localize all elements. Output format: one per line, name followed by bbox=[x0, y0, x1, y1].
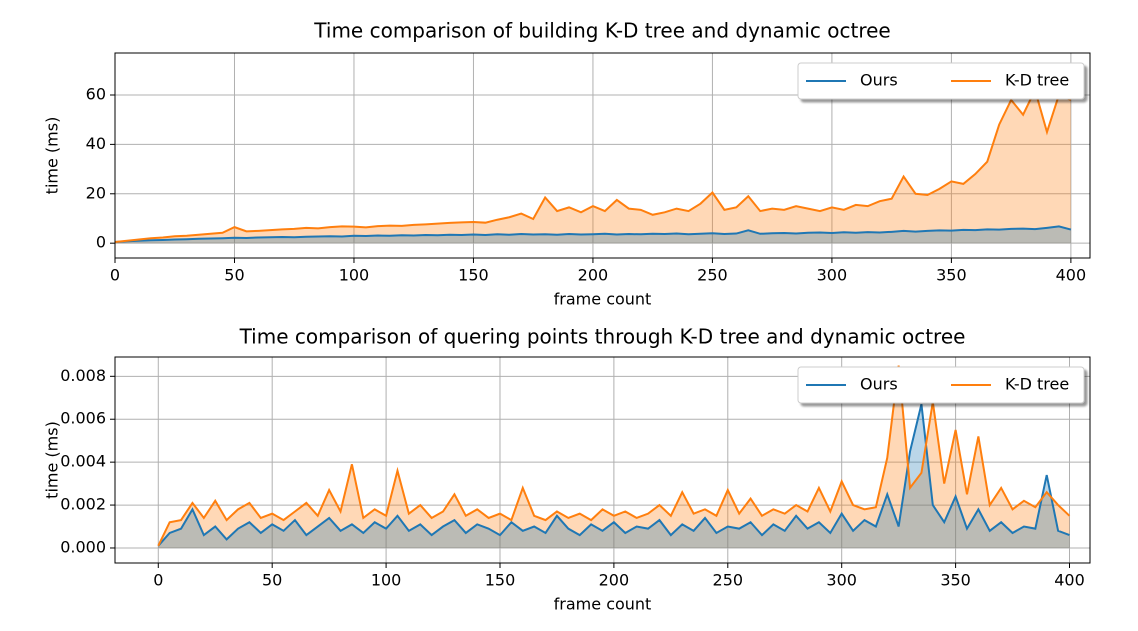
y-tick-label: 0.004 bbox=[60, 452, 106, 471]
legend: Ours K-D tree bbox=[797, 366, 1085, 404]
legend-label: Ours bbox=[860, 71, 898, 90]
y-tick-label: 20 bbox=[86, 183, 106, 202]
legend-box bbox=[797, 62, 1085, 100]
y-tick-label: 0.008 bbox=[60, 366, 106, 385]
y-tick-label: 0.006 bbox=[60, 409, 106, 428]
series-group bbox=[115, 87, 1072, 244]
x-tick-label: 150 bbox=[458, 266, 489, 285]
line bbox=[115, 87, 1072, 243]
x-tick-label: 0 bbox=[110, 266, 120, 285]
chart-title: Time comparison of building K-D tree and… bbox=[313, 19, 890, 43]
x-tick-label: 0 bbox=[153, 571, 163, 590]
x-tick-label: 300 bbox=[817, 266, 848, 285]
line bbox=[157, 403, 1070, 547]
y-tick-label: 40 bbox=[86, 134, 106, 153]
x-tick-label: 300 bbox=[826, 571, 857, 590]
x-tick-label: 50 bbox=[262, 571, 282, 590]
line bbox=[115, 225, 1072, 243]
x-tick-label: 200 bbox=[578, 266, 609, 285]
axes-frame bbox=[114, 356, 1091, 564]
x-axis-label: frame count bbox=[554, 595, 652, 614]
plot-area: 0 50 100 150 200 250 300 350 400 0 20 40 60 Time comp… bbox=[43, 19, 1091, 309]
y-tick-label: 0 bbox=[96, 233, 106, 252]
y-tick-label: 0.002 bbox=[60, 495, 106, 514]
legend-label: K-D tree bbox=[1005, 375, 1069, 394]
x-tick-label: 400 bbox=[1054, 571, 1085, 590]
x-tick-label: 250 bbox=[713, 571, 744, 590]
area bbox=[158, 404, 1070, 548]
x-tick-label: 350 bbox=[936, 266, 967, 285]
x-tick-label: 350 bbox=[940, 571, 971, 590]
x-tick-label: 200 bbox=[599, 571, 630, 590]
legend-label: Ours bbox=[860, 375, 898, 394]
series-group bbox=[157, 365, 1071, 548]
x-tick-label: 250 bbox=[697, 266, 728, 285]
y-tick-label: 0.000 bbox=[60, 537, 106, 556]
legend-label: K-D tree bbox=[1005, 71, 1069, 90]
area bbox=[158, 365, 1070, 548]
legend-box bbox=[797, 366, 1085, 404]
y-axis-label: time (ms) bbox=[43, 421, 62, 499]
plot-area: 0 50 100 150 200 250 300 350 400 0.000 0.002 0.004 0… bbox=[43, 325, 1091, 614]
y-axis-label: time (ms) bbox=[43, 117, 62, 195]
x-axis-label: frame count bbox=[554, 290, 652, 309]
x-tick-label: 50 bbox=[224, 266, 244, 285]
x-tick-label: 100 bbox=[371, 571, 402, 590]
y-tick-label: 60 bbox=[86, 84, 106, 103]
line bbox=[157, 365, 1071, 547]
axes-frame bbox=[114, 52, 1091, 259]
x-tick-label: 150 bbox=[485, 571, 516, 590]
chart-title: Time comparison of quering points throug… bbox=[239, 325, 966, 349]
x-tick-label: 100 bbox=[339, 266, 370, 285]
area bbox=[115, 90, 1071, 244]
x-tick-label: 400 bbox=[1056, 266, 1087, 285]
legend: Ours K-D tree bbox=[797, 62, 1085, 100]
